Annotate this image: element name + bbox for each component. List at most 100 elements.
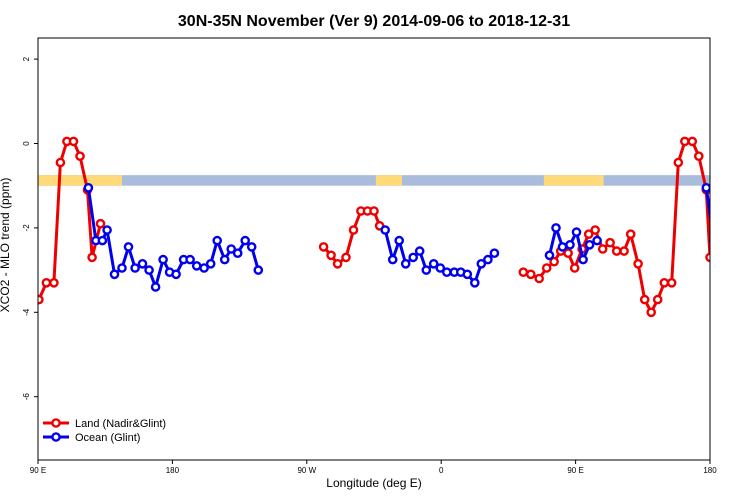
- series-1-point: [441, 267, 452, 278]
- y-tick-label: -2: [22, 224, 31, 232]
- series-0-point: [625, 229, 636, 239]
- series-0-point: [659, 277, 670, 288]
- series-0-point: [646, 307, 657, 318]
- series-1-point: [219, 254, 230, 265]
- y-tick-label: -6: [22, 393, 31, 401]
- series-1-point: [240, 235, 250, 246]
- series-0-point: [705, 252, 710, 263]
- series-0-point: [541, 263, 552, 273]
- series-0-point: [534, 273, 545, 284]
- series-0-point: [563, 248, 573, 258]
- series-0-point: [326, 250, 336, 261]
- series-1-point: [102, 225, 112, 235]
- series-1-point: [743, 243, 750, 250]
- series-0-point: [68, 136, 79, 147]
- series-0-point: [49, 277, 59, 288]
- series-1-point: [421, 265, 432, 275]
- series-1-point: [212, 235, 222, 246]
- series-0-point: [680, 136, 690, 147]
- series-0-point: [348, 225, 359, 235]
- x-tick-label: 90 E: [30, 466, 46, 475]
- legend-marker: [51, 418, 61, 428]
- series-0-point: [714, 220, 721, 227]
- series-1-point: [387, 254, 398, 265]
- series-1-point: [109, 269, 120, 280]
- series-1-point: [729, 271, 736, 278]
- series-1-point: [191, 261, 202, 271]
- series-1-point: [428, 258, 439, 269]
- series-1-point: [130, 263, 140, 273]
- x-axis-label: Longitude (deg E): [326, 476, 421, 490]
- series-1-point: [97, 235, 108, 246]
- series-1-point: [150, 282, 161, 292]
- land-strip-segment: [710, 175, 750, 186]
- series-0-point: [619, 246, 629, 256]
- series-1-point: [185, 254, 195, 265]
- chart-title: 30N-35N November (Ver 9) 2014-09-06 to 2…: [178, 13, 570, 30]
- land-strip-segment: [543, 175, 604, 186]
- series-1-point: [158, 254, 168, 265]
- series-1-point: [144, 265, 154, 275]
- series-1-point: [584, 239, 595, 250]
- series-0-point: [369, 206, 379, 216]
- series-0-line: [38, 139, 102, 301]
- series-1-point: [226, 244, 236, 254]
- series-0-point: [41, 277, 52, 288]
- series-1-point: [205, 258, 216, 269]
- series-1-point: [380, 225, 391, 235]
- series-1-point: [489, 248, 500, 258]
- series-0-point: [55, 157, 66, 168]
- series-0-point: [87, 252, 97, 263]
- x-tick-label: 180: [703, 466, 717, 475]
- series-1-point: [736, 264, 743, 271]
- series-1-point: [83, 182, 94, 193]
- series-0-point: [583, 229, 594, 239]
- series-0-point: [597, 244, 608, 254]
- series-0-point: [95, 218, 106, 229]
- series-0-point: [75, 151, 85, 161]
- series-1-point: [565, 239, 575, 250]
- series-1-point: [592, 235, 602, 246]
- series-0-point: [318, 242, 329, 252]
- legend-label: Ocean (Glint): [75, 432, 140, 444]
- x-axis: 90 E 180 90 W 0 90 E 180: [30, 460, 717, 475]
- y-tick-label: 2: [22, 56, 31, 61]
- series-0-point: [694, 151, 704, 161]
- y-tick-label: 0: [22, 141, 31, 146]
- series-0-point: [652, 294, 663, 305]
- series-layer: [38, 136, 750, 318]
- series-1-point: [716, 237, 723, 244]
- series-1-line: [704, 187, 710, 226]
- series-0-point: [673, 157, 684, 168]
- ocean-strip: [38, 175, 710, 186]
- series-1-point: [435, 263, 446, 273]
- series-1-point: [123, 242, 134, 252]
- land-strip-segment: [375, 175, 402, 186]
- series-1-point: [199, 263, 209, 273]
- series-0-point: [332, 258, 343, 269]
- series-0-point: [666, 277, 677, 288]
- series-0-point: [633, 258, 643, 269]
- series-0-point: [569, 263, 580, 273]
- surface-strip: [38, 175, 750, 186]
- series-1-point: [551, 223, 561, 233]
- series-1-point: [117, 263, 127, 273]
- series-0-point: [518, 267, 529, 278]
- series-1-point: [253, 265, 264, 275]
- series-1-point: [701, 183, 710, 193]
- series-1-point: [708, 237, 710, 244]
- series-1-point: [721, 226, 728, 233]
- series-1-point: [483, 254, 493, 265]
- series-0-point: [38, 294, 44, 305]
- series-1-point: [394, 235, 405, 246]
- plot-frame: [37, 37, 711, 461]
- series-1-point: [171, 269, 181, 280]
- series-1-point: [557, 242, 568, 252]
- series-1-point: [408, 252, 419, 263]
- legend-marker: [51, 432, 61, 442]
- series-1-point: [414, 246, 425, 256]
- y-axis-label: XCO2 - MLO trend (ppm): [0, 178, 12, 313]
- series-1-point: [571, 227, 582, 237]
- series-0-point: [549, 256, 559, 267]
